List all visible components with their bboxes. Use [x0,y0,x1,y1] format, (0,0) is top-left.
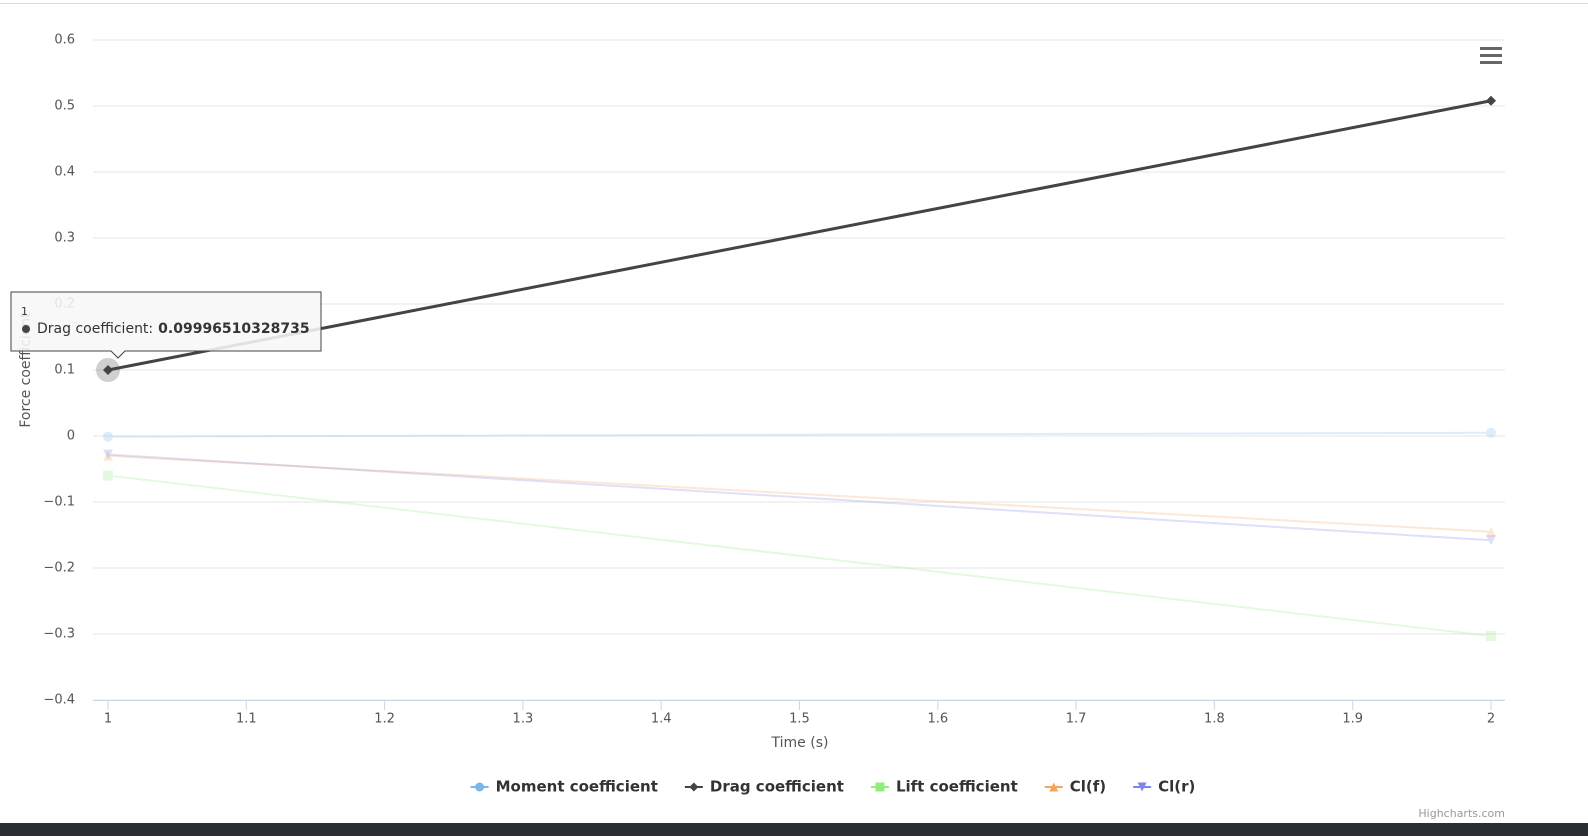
legend-label: Cl(r) [1158,778,1195,796]
marker [1486,630,1496,641]
series [103,449,1496,546]
marker [1486,427,1496,438]
y-tick-label: −0.1 [43,495,75,510]
tooltip-bullet [22,325,30,333]
x-tick-label: 1.4 [651,712,672,727]
x-tick-label: 2 [1487,712,1495,727]
series-line [107,474,1492,637]
marker [1049,782,1059,792]
series [103,450,1496,537]
y-tick-label: 0.6 [54,33,75,48]
series-line [107,454,1492,533]
legend-label: Cl(f) [1070,778,1106,796]
y-tick-label: 0.3 [54,231,75,246]
marker [103,431,113,442]
x-tick-label: 1.1 [236,712,257,727]
y-tick-label: −0.3 [43,627,75,642]
y-tick-label: −0.4 [43,693,75,708]
x-tick-label: 1.7 [1066,712,1087,727]
marker [1137,782,1147,792]
marker [103,450,113,461]
legend: Moment coefficient Drag coefficient Lift c… [470,778,1195,796]
bottom-strip [0,823,1588,836]
legend-item[interactable]: Cl(r) [1133,778,1195,796]
menu-bar [1480,54,1502,57]
marker [1486,535,1496,546]
menu-button[interactable] [1480,47,1502,64]
x-tick-label: 1 [104,712,112,727]
menu-bar [1480,61,1502,64]
y-tick-label: 0 [67,429,75,444]
legend-label: Moment coefficient [496,778,658,796]
legend-label: Lift coefficient [896,778,1018,796]
y-tick-label: 0.4 [54,165,75,180]
y-tick-label: 0.1 [54,363,75,378]
series [103,470,1496,641]
y-tick-label: 0.5 [54,99,75,114]
marker [1486,526,1496,537]
x-tick-label: 1.6 [927,712,948,727]
x-tick-label: 1.5 [789,712,810,727]
tooltip-box [10,291,322,359]
credits: Highcharts.com [1418,807,1505,820]
x-tick-label: 1.9 [1342,712,1363,727]
marker [875,782,885,792]
series [103,427,1496,442]
marker [475,782,485,792]
x-tick-label: 1.2 [374,712,395,727]
x-tick-label: 1.3 [513,712,534,727]
marker [103,470,113,481]
x-axis-title: Time (s) [771,735,829,751]
tooltip: 1 Drag coefficient: 0.09996510328735 [10,291,322,359]
legend-item[interactable]: Moment coefficient [470,778,658,796]
series [96,95,1496,383]
y-tick-label: −0.2 [43,561,75,576]
legend-item[interactable]: Lift coefficient [870,778,1018,796]
series-line [107,453,1492,542]
marker [103,365,113,376]
series-line [107,99,1492,372]
tooltip-label: Drag coefficient: [37,321,153,337]
tooltip-header: 1 [21,305,28,318]
series-line [107,431,1492,438]
menu-bar [1480,47,1502,50]
x-tick-label: 1.8 [1204,712,1225,727]
legend-item[interactable]: Drag coefficient [684,778,844,796]
tooltip-value: 0.09996510328735 [158,321,309,337]
marker [103,449,113,460]
legend-item[interactable]: Cl(f) [1044,778,1106,796]
marker [689,782,699,792]
legend-label: Drag coefficient [710,778,844,796]
marker [1486,95,1496,106]
